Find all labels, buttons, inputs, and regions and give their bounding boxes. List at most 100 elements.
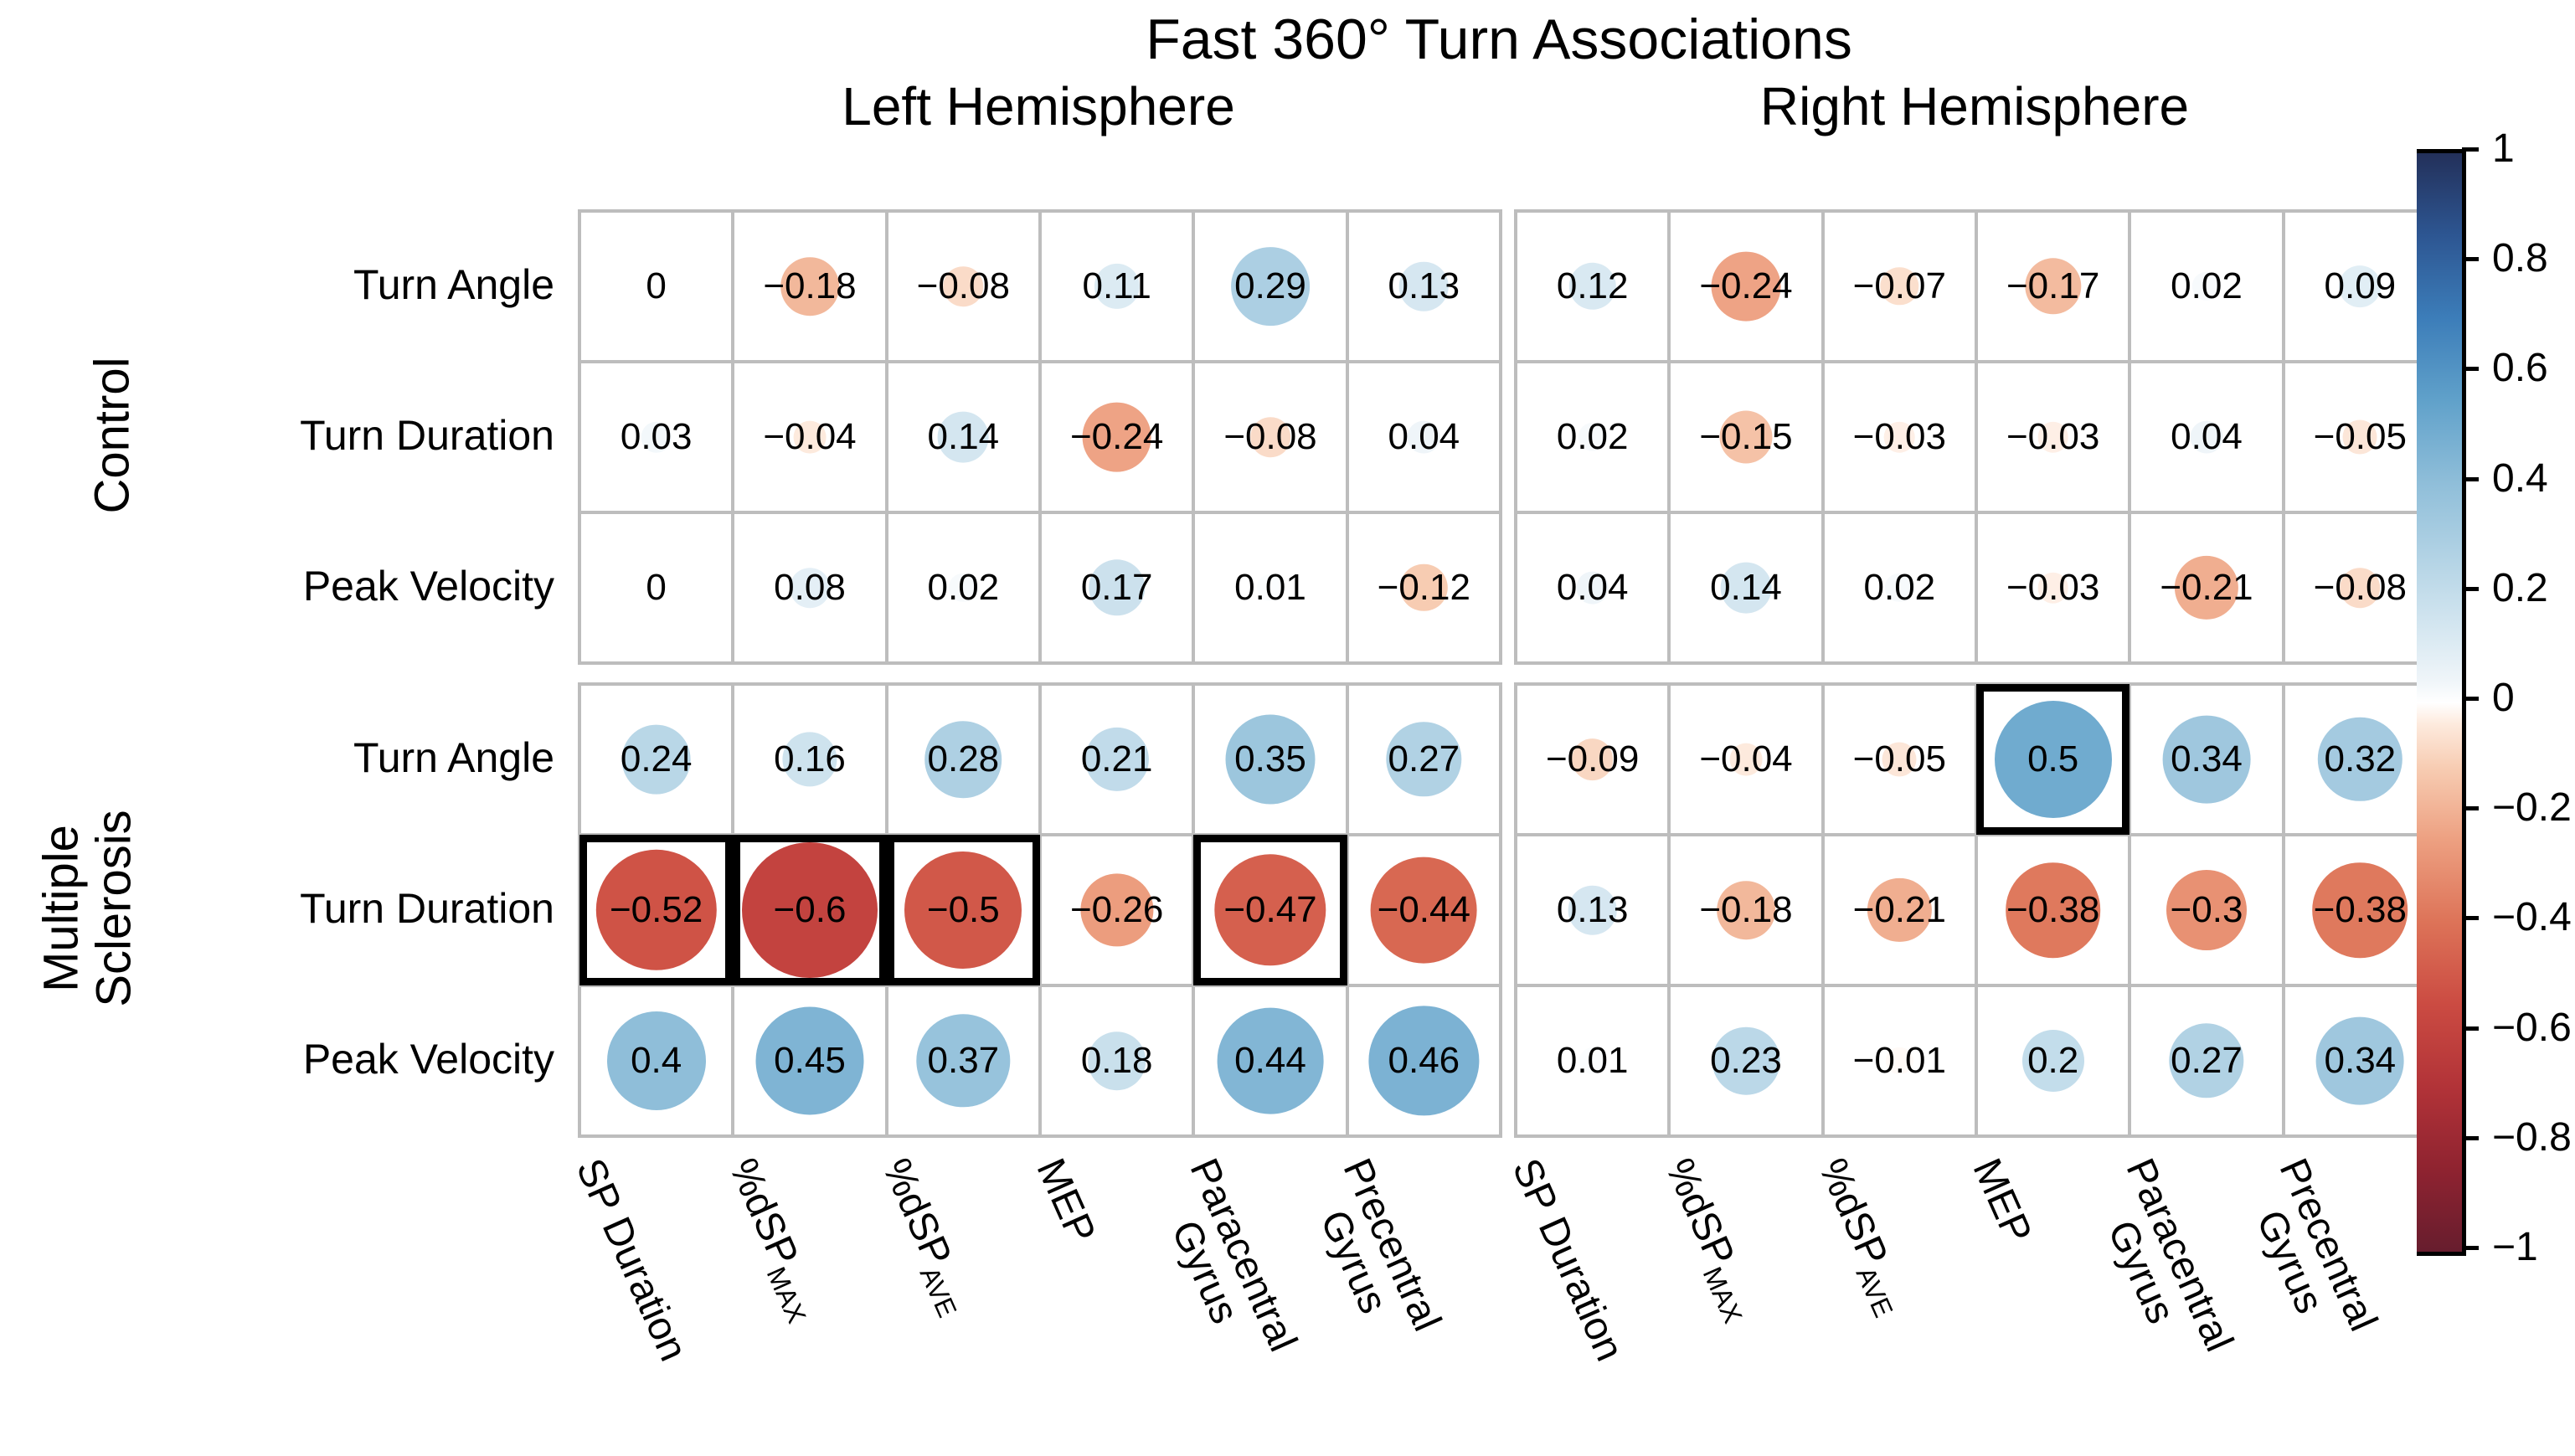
correlation-value: −0.24 <box>1699 265 1793 306</box>
correlation-value: −0.38 <box>2006 889 2100 930</box>
correlation-circle <box>1217 1007 1324 1114</box>
correlation-circle <box>1884 421 1915 453</box>
matrix-cell: 0 <box>579 512 734 663</box>
significance-box-cell: −0.52 <box>579 835 734 985</box>
matrix-cell: 0.23 <box>1669 985 1823 1136</box>
hemisphere-header-left: Left Hemisphere <box>842 76 1235 136</box>
matrix-cell: −0.05 <box>2283 362 2437 512</box>
significance-box-cell: 0.5 <box>1975 684 2130 835</box>
correlation-circle <box>1370 857 1477 964</box>
tick-main: %dSP <box>1810 1152 1897 1273</box>
matrix-cell: −0.05 <box>1822 684 1976 835</box>
correlation-circle <box>2174 555 2239 620</box>
tick-main: %dSP <box>1656 1152 1743 1273</box>
correlation-circle <box>2024 258 2082 315</box>
matrix-cell: 0.01 <box>1193 512 1347 663</box>
correlation-value: −0.18 <box>1699 889 1793 930</box>
column-tick-label-mep: MEP <box>1964 1152 2040 1250</box>
correlation-value: −0.3 <box>2170 889 2243 930</box>
correlation-circle <box>621 724 692 795</box>
correlation-circle <box>2342 419 2377 455</box>
correlation-circle <box>2169 1023 2244 1098</box>
correlation-value: −0.01 <box>1852 1040 1946 1081</box>
matrix-cell: 0.09 <box>2283 211 2437 362</box>
correlation-value: 0.16 <box>774 738 846 779</box>
colorbar-tick <box>2462 586 2479 591</box>
column-tick-label-sp-duration: SP Duration <box>567 1152 696 1368</box>
correlation-circle <box>1711 251 1781 322</box>
correlation-circle <box>1080 873 1154 947</box>
colorbar-tick <box>2462 367 2479 372</box>
correlation-value: 0.45 <box>774 1040 846 1081</box>
colorbar-tick <box>2462 1026 2479 1031</box>
correlation-value: 0.29 <box>1234 265 1306 306</box>
matrix-cell: 0.46 <box>1347 985 1501 1136</box>
correlation-value: 0.08 <box>774 567 846 608</box>
correlation-value: 0.04 <box>2171 416 2243 457</box>
correlation-value: 0.02 <box>1863 567 1936 608</box>
correlation-value: −0.04 <box>1699 738 1793 779</box>
tick-subscript: AVE <box>1850 1262 1899 1322</box>
correlation-value: −0.24 <box>1069 416 1164 457</box>
correlation-circle <box>1880 267 1919 306</box>
correlation-circle <box>1256 574 1285 602</box>
correlation-value: 0.21 <box>1080 738 1153 779</box>
correlation-value: −0.21 <box>2160 567 2253 608</box>
correlation-value: 0.44 <box>1234 1040 1306 1081</box>
correlation-circle <box>595 849 717 971</box>
correlation-value: 0.27 <box>2171 1040 2243 1081</box>
correlation-circle <box>741 842 878 978</box>
correlation-circle <box>916 1014 1011 1108</box>
group-label-multiple-sclerosis: Multiple Sclerosis <box>33 810 141 1007</box>
correlation-circle <box>606 1011 706 1110</box>
correlation-value: −0.17 <box>2006 265 2100 306</box>
matrix-cell: 0.11 <box>1039 211 1194 362</box>
column-tick-label--dsp: %dSPAVE <box>1805 1152 1915 1322</box>
correlation-value: 0.14 <box>927 416 1000 457</box>
correlation-circle <box>793 420 827 454</box>
correlation-value: 0.23 <box>1710 1040 1782 1081</box>
matrix-cell: 0.37 <box>886 985 1040 1136</box>
matrix-cell: 0.13 <box>1516 835 1670 985</box>
matrix-cell: 0.02 <box>886 512 1040 663</box>
correlation-value: −0.03 <box>1852 416 1946 457</box>
correlation-circle <box>1400 563 1448 612</box>
correlation-circle <box>1094 263 1140 310</box>
colorbar-tick-label: −0.6 <box>2492 1005 2572 1050</box>
row-label-turn-angle: Turn Angle <box>353 260 554 308</box>
correlation-value: 0.11 <box>1082 265 1151 306</box>
matrix-cell: 0.17 <box>1039 512 1194 663</box>
matrix-cell: −0.01 <box>1822 985 1976 1136</box>
correlation-value: 0.37 <box>927 1040 1000 1081</box>
correlation-value: 0.27 <box>1388 738 1460 779</box>
correlation-value: −0.21 <box>1852 889 1946 930</box>
correlation-circle <box>1386 722 1462 797</box>
correlation-circle <box>2318 717 2402 802</box>
colorbar-tick-label: −0.4 <box>2492 895 2572 940</box>
column-tick-label-precentral: Precentral Gyrus <box>1311 1152 1450 1338</box>
correlation-circle <box>1994 701 2112 818</box>
correlation-value: 0.28 <box>927 738 1000 779</box>
correlation-value: −0.15 <box>1699 416 1793 457</box>
correlation-circle <box>1882 742 1917 777</box>
matrix-cell: −0.03 <box>1975 362 2130 512</box>
correlation-circle <box>2312 862 2408 958</box>
column-tick-label-mep: MEP <box>1027 1152 1104 1250</box>
correlation-value: −0.18 <box>763 265 857 306</box>
matrix-cell: −0.04 <box>733 362 887 512</box>
correlation-circle <box>1576 571 1609 605</box>
matrix-cell: 0.16 <box>733 684 887 835</box>
correlation-circle <box>790 568 830 608</box>
correlation-circle <box>780 257 839 316</box>
correlation-circle <box>1571 738 1614 780</box>
correlation-value: −0.08 <box>1223 416 1317 457</box>
matrix-cell: 0.45 <box>733 985 887 1136</box>
correlation-circle <box>755 1006 864 1115</box>
colorbar-tick-label: −1 <box>2492 1225 2538 1269</box>
matrix-cell: 0.01 <box>1516 985 1670 1136</box>
matrix-cell: −0.03 <box>1975 512 2130 663</box>
correlation-value: 0.04 <box>1556 567 1629 608</box>
matrix-cell: −0.24 <box>1669 211 1823 362</box>
column-tick-label--dsp: %dSPMAX <box>716 1152 828 1327</box>
matrix-cell: 0.12 <box>1516 211 1670 362</box>
